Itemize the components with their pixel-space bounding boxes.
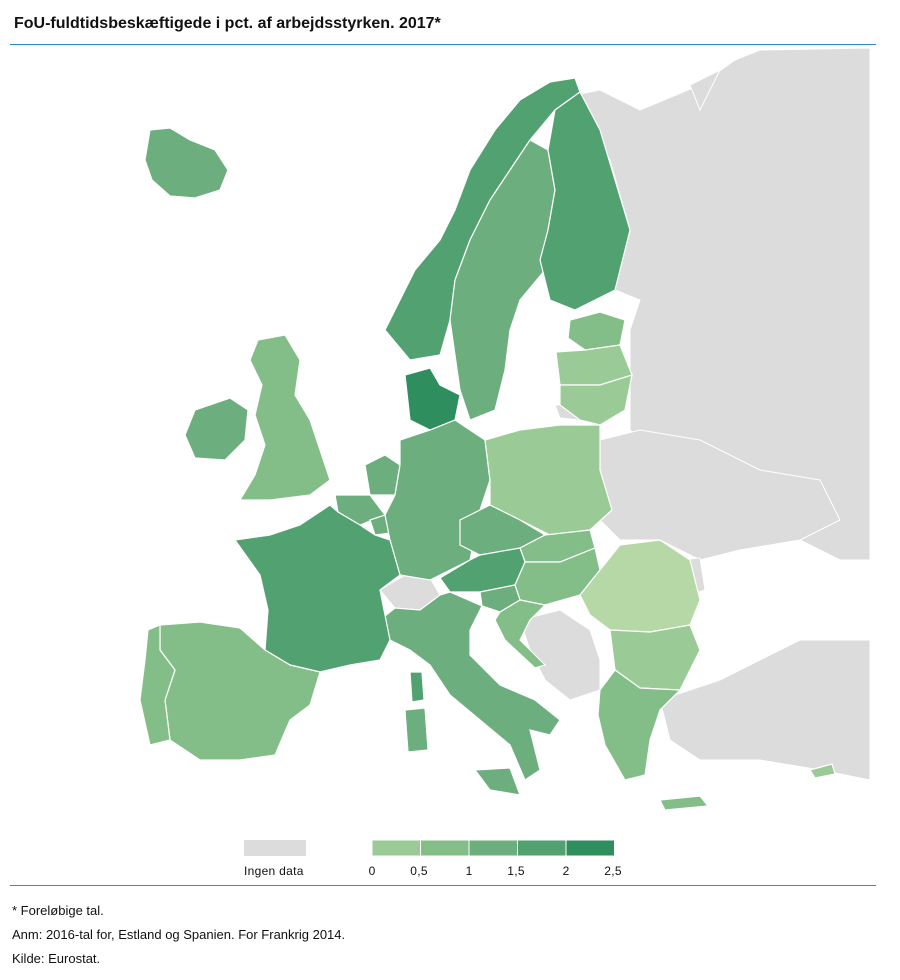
legend-tick-label: 2,5 [604,864,622,878]
map-svg [139,47,871,857]
legend-scale-segment [517,839,567,857]
country-italy-sardinia [404,707,429,753]
page-title: FoU-fuldtidsbeskæftigede i pct. af arbej… [14,15,441,32]
country-ireland [184,397,249,461]
legend-no-data-swatch [244,840,306,856]
country-italy [379,591,561,781]
legend-scale-segment [468,839,518,857]
footnote-preliminary: * Foreløbige tal. [12,903,104,918]
country-iceland [144,127,229,199]
belarus-ukraine-region [599,429,841,561]
legend-scale-segment [565,839,615,857]
country-germany [384,419,491,581]
country-greece-crete [659,795,710,811]
legend-scale-segment [371,839,421,857]
legend-scale [371,839,615,857]
turkey [659,639,871,781]
country-uk [238,334,331,501]
europe-map [0,46,900,882]
legend-tick-label: 0,5 [410,864,428,878]
footnote-note: Anm: 2016-tal for, Estland og Spanien. F… [12,927,346,942]
country-denmark [404,367,461,431]
country-croatia [494,599,547,669]
legend-tick-label: 0 [368,864,376,878]
country-estonia [567,311,626,351]
russia-north-island [689,68,722,112]
country-romania [579,539,701,633]
country-poland [484,424,613,536]
country-greece [597,669,682,781]
footnote-source: Kilde: Eurostat. [12,951,101,966]
country-portugal [139,624,176,746]
footer-rule [10,885,876,886]
country-finland [539,91,631,311]
country-netherlands [364,454,401,496]
country-cyprus [809,763,836,779]
no-data-land [379,47,871,781]
country-lithuania [559,374,633,426]
legend-no-data-label: Ingen data [244,864,304,878]
legend [244,839,615,857]
country-france-corsica [409,671,425,703]
legend-tick-label: 1,5 [507,864,525,878]
header-rule [10,44,876,45]
legend-scale-segment [420,839,470,857]
country-italy-sicily [473,767,521,796]
legend-tick-label: 2 [562,864,570,878]
data-countries [139,77,836,811]
legend-tick-label: 1 [465,864,473,878]
